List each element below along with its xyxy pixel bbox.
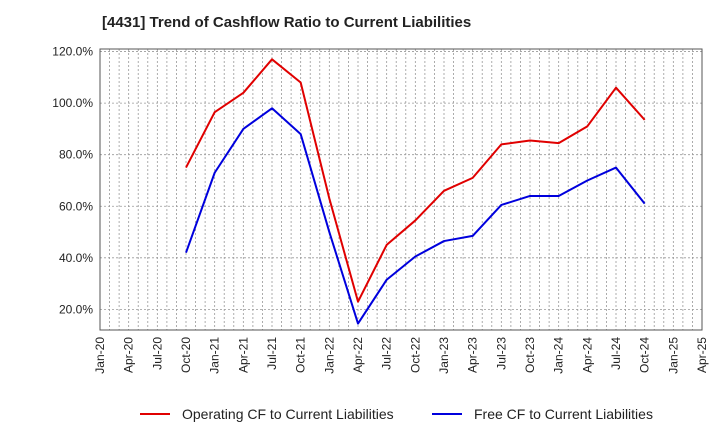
x-tick-label: Jul-24 (609, 337, 623, 370)
y-tick-label: 120.0% (52, 45, 93, 59)
x-tick-label: Oct-23 (523, 337, 537, 373)
x-tick-label: Jan-23 (437, 337, 451, 374)
x-tick-label: Jan-20 (93, 337, 107, 374)
x-tick-label: Apr-24 (580, 337, 594, 373)
y-tick-label: 80.0% (59, 148, 93, 162)
x-tick-label: Jul-22 (380, 337, 394, 370)
plot-frame (99, 48, 703, 331)
x-tick-label: Jul-20 (150, 337, 164, 370)
x-tick-label: Jan-24 (552, 337, 566, 374)
grid (100, 49, 702, 330)
x-tick-label: Jan-22 (322, 337, 336, 374)
x-tick-label: Apr-25 (695, 337, 709, 373)
x-tick-label: Apr-21 (236, 337, 250, 373)
series-lines (185, 58, 646, 325)
x-tick-label: Jan-25 (666, 337, 680, 374)
x-tick-label: Jul-21 (265, 337, 279, 370)
x-tick-label: Jan-21 (208, 337, 222, 374)
operating-cf-series-line (185, 58, 646, 303)
x-tick-label: Apr-23 (466, 337, 480, 373)
x-axis-tick-labels: Jan-20 Apr-20 Jul-20 Oct-20 Jan-21 Apr-21 Jul-… (93, 337, 709, 374)
x-tick-label: Apr-20 (122, 337, 136, 373)
y-tick-label: 20.0% (59, 302, 93, 316)
y-tick-label: 100.0% (52, 96, 93, 110)
legend-label: Operating CF to Current Liabilities (182, 406, 394, 422)
x-tick-label: Oct-22 (408, 337, 422, 373)
x-tick-label: Oct-20 (179, 337, 193, 373)
y-tick-label: 40.0% (59, 251, 93, 265)
x-tick-label: Apr-22 (351, 337, 365, 373)
chart-title: [4431] Trend of Cashflow Ratio to Curren… (102, 14, 472, 31)
legend: Operating CF to Current Liabilities Free … (140, 406, 653, 422)
y-axis-tick-labels: 20.0% 40.0% 60.0% 80.0% 100.0% 120.0% (52, 45, 93, 317)
x-tick-label: Jul-23 (494, 337, 508, 370)
x-tick-label: Oct-21 (294, 337, 308, 373)
free-cf-series-line (185, 107, 646, 325)
y-tick-label: 60.0% (59, 199, 93, 213)
legend-label: Free CF to Current Liabilities (474, 406, 653, 422)
x-tick-label: Oct-24 (638, 337, 652, 373)
